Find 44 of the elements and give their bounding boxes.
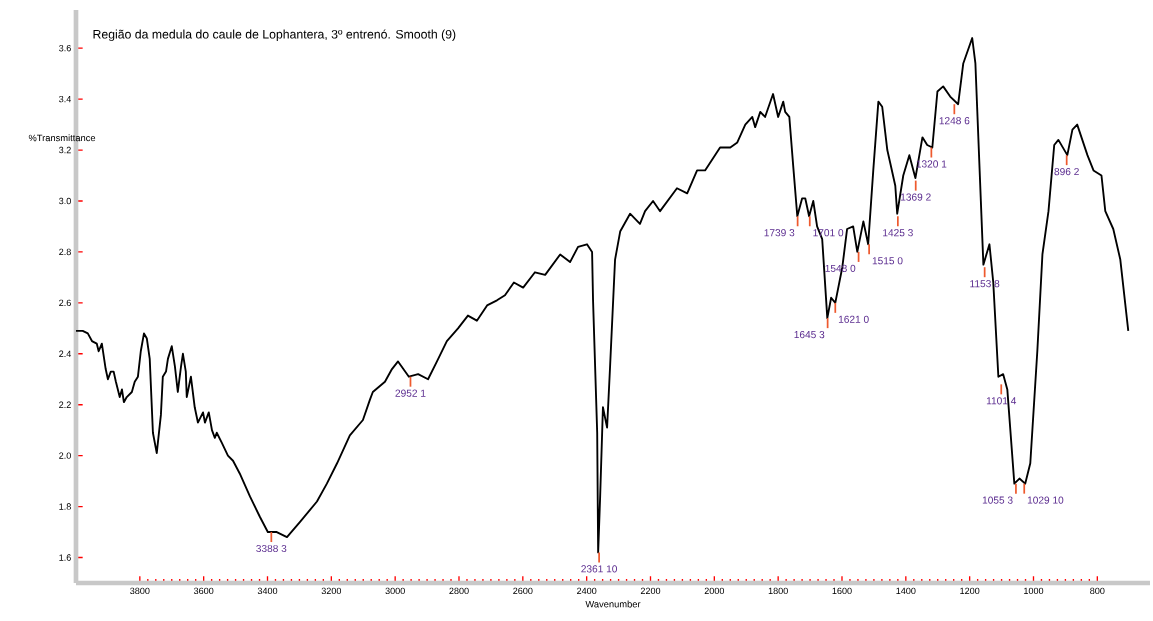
annotation: 1153 8 — [970, 280, 1000, 288]
annotation: 896 2 — [1054, 168, 1079, 176]
x-tick-label: 1000 — [1024, 587, 1044, 595]
y-tick-label: 2.0 — [59, 452, 71, 459]
y-tick-label: 3.0 — [59, 197, 71, 205]
y-tick-label: 3.6 — [59, 44, 71, 52]
x-tick-label: 3600 — [193, 587, 214, 595]
annotation: 1425 3 — [883, 229, 913, 237]
y-tick-label: 2.6 — [59, 299, 71, 307]
x-axis-title: Wavenumber — [585, 600, 641, 608]
annotation: 1055 3 — [982, 496, 1013, 504]
y-tick-label: 3.2 — [59, 146, 71, 154]
annotation: 2952 1 — [395, 389, 426, 397]
y-tick-label: 3.4 — [59, 95, 72, 103]
x-tick-label: 3200 — [321, 587, 342, 595]
x-tick-label: 3800 — [130, 587, 150, 595]
annotation: 3388 3 — [256, 544, 287, 553]
annotation: 1029 10 — [1027, 496, 1064, 504]
x-tick-label: 2400 — [577, 587, 597, 595]
y-tick-label: 1.6 — [59, 554, 71, 561]
y-tick-label: 2.8 — [59, 248, 71, 256]
x-tick-label: 2800 — [449, 587, 469, 595]
y-axis-title: %Transmittance — [28, 134, 96, 142]
y-tick-label: 1.8 — [59, 503, 71, 510]
annotation: 1369 2 — [900, 193, 931, 201]
x-tick-label: 2000 — [704, 587, 725, 595]
x-tick-label: 800 — [1090, 587, 1105, 595]
x-tick-label: 2600 — [513, 587, 533, 595]
x-tick-label: 1600 — [832, 587, 852, 595]
annotation: 1739 3 — [764, 229, 795, 237]
y-tick-label: 2.2 — [59, 401, 71, 408]
annotation: 1645 3 — [794, 330, 825, 339]
annotation: 1621 0 — [838, 315, 869, 323]
x-tick-label: 3400 — [257, 587, 278, 595]
x-tick-label: 1200 — [960, 587, 980, 595]
text: Região da medula do caule de Lophantera, 3º entrenó. Smooth (9) — [93, 29, 456, 41]
x-tick-label: 2200 — [640, 587, 661, 595]
x-tick-label: 1400 — [896, 587, 916, 595]
x-tick-label: 1800 — [768, 587, 788, 595]
x-tick-label: 3000 — [385, 587, 405, 595]
y-tick-label: 2.4 — [59, 350, 72, 357]
annotation: 1515 0 — [872, 257, 903, 265]
annotation: 1248 6 — [939, 117, 970, 125]
annotation: 2361 10 — [581, 565, 618, 573]
